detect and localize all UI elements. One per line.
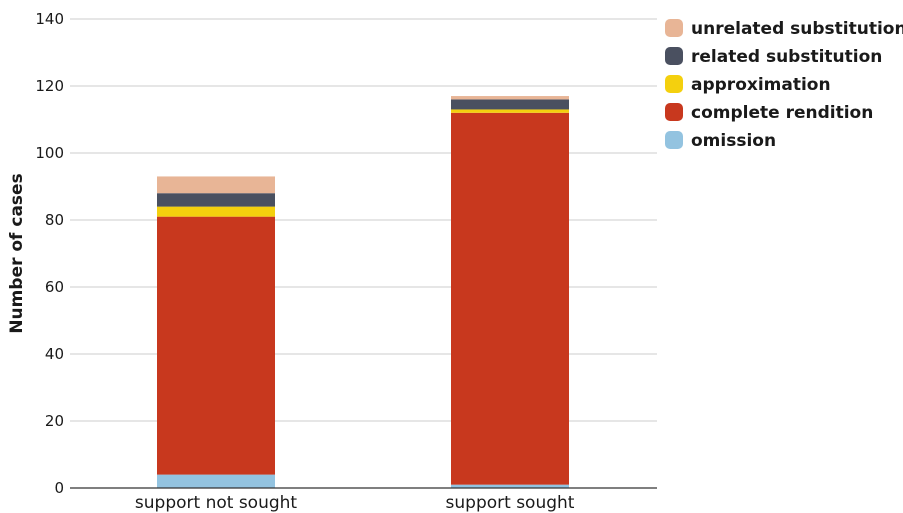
y-tick-label: 80 bbox=[45, 211, 64, 229]
legend-label: omission bbox=[691, 131, 776, 151]
legend-swatch bbox=[665, 47, 683, 65]
legend-label: approximation bbox=[691, 75, 831, 95]
y-tick-label: 0 bbox=[54, 479, 64, 497]
x-category-labels: support not sought support sought bbox=[135, 493, 575, 513]
bar-segment bbox=[451, 96, 569, 100]
bar-segment bbox=[157, 474, 275, 488]
bar-segment bbox=[157, 216, 275, 475]
x-category-label: support not sought bbox=[135, 493, 298, 513]
bar-segment bbox=[157, 193, 275, 207]
y-tick-label: 100 bbox=[35, 144, 64, 162]
legend-swatch bbox=[665, 19, 683, 37]
bar-segment bbox=[157, 206, 275, 217]
bar-segment bbox=[451, 99, 569, 110]
legend-label: related substitution bbox=[691, 47, 882, 67]
y-axis-title: Number of cases bbox=[7, 173, 27, 333]
legend-label: unrelated substitution bbox=[691, 19, 903, 39]
legend-swatch bbox=[665, 103, 683, 121]
y-tick-labels: 0 20 40 60 80 100 120 140 bbox=[35, 10, 64, 497]
bar-segment bbox=[451, 109, 569, 113]
y-tick-label: 120 bbox=[35, 77, 64, 95]
bar-segment bbox=[451, 484, 569, 488]
y-tick-label: 140 bbox=[35, 10, 64, 28]
bar-segment bbox=[451, 112, 569, 485]
bar-segment bbox=[157, 176, 275, 194]
y-tick-label: 20 bbox=[45, 412, 64, 430]
bars bbox=[157, 96, 569, 488]
legend: unrelated substitution related substituti… bbox=[665, 19, 903, 151]
y-tick-label: 60 bbox=[45, 278, 64, 296]
legend-label: complete rendition bbox=[691, 103, 873, 123]
legend-swatch bbox=[665, 131, 683, 149]
x-category-label: support sought bbox=[446, 493, 575, 513]
legend-swatch bbox=[665, 75, 683, 93]
y-tick-label: 40 bbox=[45, 345, 64, 363]
